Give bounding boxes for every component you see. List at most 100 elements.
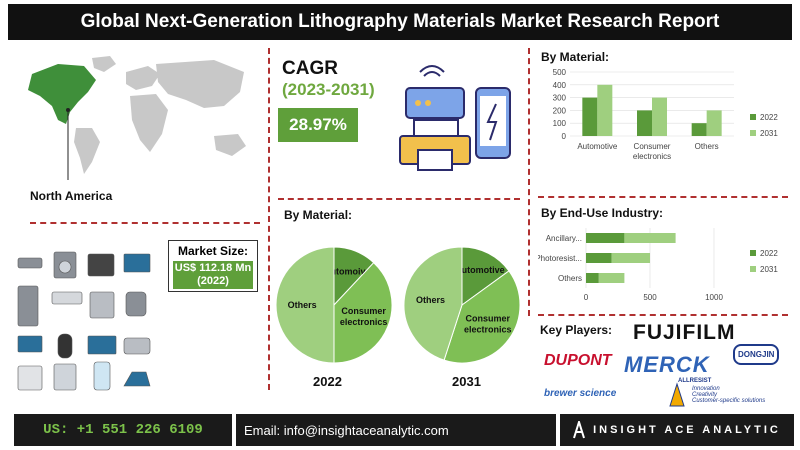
legend-swatch (750, 266, 756, 272)
world-map (28, 56, 246, 180)
y-tick-label: 500 (553, 68, 567, 77)
bar-2022 (637, 110, 652, 136)
allresist-wordmark: ALLRESIST (678, 378, 712, 384)
bar-2031 (624, 233, 676, 243)
bar-material-heading: By Material: (541, 50, 610, 64)
footer-email[interactable]: Email: info@insightaceanalytic.com (236, 414, 556, 446)
x-tick-label: 500 (643, 293, 657, 302)
dupont-logo: DUPONT (544, 352, 612, 369)
asia-shape (156, 60, 244, 108)
allresist-mark-icon (669, 382, 685, 407)
pie-label: Automotive (455, 265, 505, 275)
pie-year-2022: 2022 (313, 374, 342, 389)
legend-swatch (750, 130, 756, 136)
y-tick-label: 200 (553, 106, 567, 115)
divider-h-right-2 (538, 314, 788, 316)
bar-2031 (706, 110, 722, 136)
key-players-heading: Key Players: (540, 323, 613, 337)
allresist-logo: ALLRESIST Innovation Creativity Customer… (668, 378, 768, 408)
divider-h-right-1 (538, 196, 788, 198)
iron-icon (123, 371, 151, 387)
x-tick-label: Consumer (634, 142, 671, 151)
brewer-science-logo: brewer science (544, 388, 617, 399)
x-tick-label: 0 (584, 293, 589, 302)
appliance-icons (17, 251, 151, 391)
region-label: North America (30, 189, 113, 203)
bar-2031 (597, 84, 613, 136)
monitor-icon (123, 253, 151, 273)
allresist-tagline-2: Creativity (692, 392, 718, 398)
pie-heading: By Material: (284, 208, 353, 222)
x-tick-label: Automotive (577, 142, 618, 151)
bar-2022 (582, 97, 598, 136)
radiator-icon (17, 365, 43, 391)
router-icon (17, 257, 43, 269)
cagr-label: CAGR (282, 58, 338, 79)
blender-icon (93, 361, 111, 391)
cagr-value: 28.97% (278, 108, 358, 142)
greenland-shape (92, 56, 116, 72)
cagr-period: (2023-2031) (282, 80, 375, 99)
y-tick-label: Others (558, 274, 582, 283)
divider-right (528, 48, 530, 316)
legend-label: 2022 (760, 113, 778, 122)
bar-2022 (691, 123, 707, 136)
bar-chart-material: 0 100 200 300 400 500 Automotive Consumerelectr… (553, 68, 779, 161)
report-title: Global Next-Generation Lithography Mater… (8, 4, 792, 40)
bar-2031 (652, 97, 667, 136)
pie-label: Consumer (466, 313, 511, 323)
air-conditioner-icon (51, 291, 83, 305)
legend-label: 2022 (760, 249, 778, 258)
europe-shape (126, 66, 160, 90)
heater-icon (89, 291, 115, 319)
bar-chart-enduse: 0 500 1000 Ancillary... Photoresist... Others… (538, 228, 778, 302)
brand-logo-icon (573, 421, 586, 439)
y-tick-label: 0 (562, 132, 567, 141)
allresist-tagline-1: Innovation (692, 386, 720, 392)
divider-left (268, 48, 270, 390)
devices-illustration (399, 65, 511, 171)
microwave-icon (87, 253, 115, 277)
laptop-icon (17, 335, 43, 353)
y-tick-label: Photoresist... (538, 254, 582, 263)
fridge-icon (17, 285, 39, 327)
fujifilm-logo: FUJIFILM (633, 321, 736, 344)
pie-label: Others (288, 300, 317, 310)
pie-slice (443, 270, 521, 364)
coffee-machine-icon (53, 363, 77, 391)
y-tick-label: 100 (553, 119, 567, 128)
pie-slice (333, 262, 393, 364)
x-tick-label: electronics (633, 152, 671, 161)
x-tick-label: 1000 (705, 293, 723, 302)
toaster-icon (123, 337, 151, 355)
dongjin-logo: DONGJIN (733, 344, 780, 365)
north-america-shape (28, 64, 96, 124)
footer-phone[interactable]: US: +1 551 226 6109 (14, 414, 232, 446)
tv-icon (87, 335, 117, 355)
pie-slice (275, 246, 335, 364)
y-tick-label: Ancillary... (546, 234, 582, 243)
pie-label: Automoive (324, 267, 371, 277)
legend-swatch (750, 250, 756, 256)
legend-label: 2031 (760, 129, 778, 138)
bar-2022 (586, 273, 599, 283)
africa-shape (130, 94, 168, 152)
legend-swatch (750, 114, 756, 120)
south-america-shape (74, 128, 100, 174)
market-size-value: US$ 112.18 Mn (2022) (173, 261, 253, 289)
bar-enduse-heading: By End-Use Industry: (541, 206, 664, 220)
pie-slice (461, 246, 510, 306)
footer-brand: INSIGHT ACE ANALYTIC (560, 414, 794, 446)
pie-slice (403, 246, 463, 361)
brand-name: INSIGHT ACE ANALYTIC (593, 424, 781, 436)
bar-2031 (611, 253, 650, 263)
bar-2031 (598, 273, 625, 283)
merck-logo: MERCK (624, 352, 710, 377)
legend-label: 2031 (760, 265, 778, 274)
y-tick-label: 400 (553, 81, 567, 90)
market-size-box: Market Size: US$ 112.18 Mn (2022) (168, 240, 258, 292)
bar-2022 (586, 253, 612, 263)
divider-h-left (30, 222, 260, 224)
